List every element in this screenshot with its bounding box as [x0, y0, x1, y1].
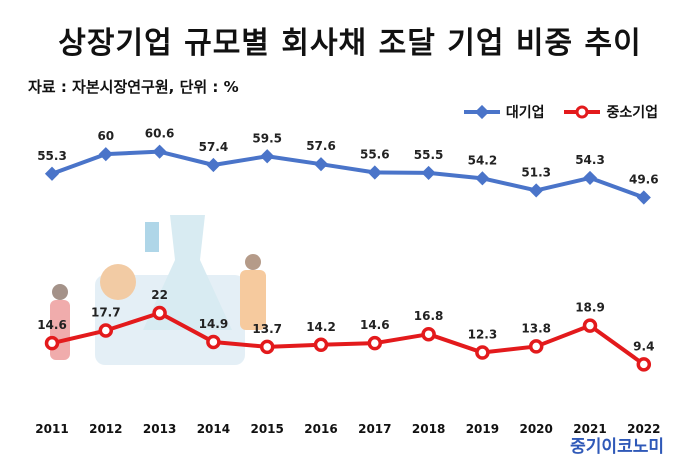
point-large-2017 [367, 165, 382, 180]
data-label-sme-2019: 12.3 [468, 328, 498, 342]
data-label-sme-2017: 14.6 [360, 318, 390, 332]
x-tick-2020: 2020 [519, 422, 552, 436]
point-sme-2012 [98, 323, 114, 338]
x-tick-2019: 2019 [466, 422, 499, 436]
data-label-large-2013: 60.6 [145, 127, 175, 141]
point-large-2014 [206, 157, 221, 173]
point-sme-2021 [582, 318, 598, 333]
data-label-sme-2011: 14.6 [37, 318, 67, 332]
data-label-sme-2021: 18.9 [575, 301, 605, 315]
brand-logo-text: 중기이코노미 [570, 437, 664, 457]
legend-marker-sme [564, 105, 601, 119]
x-tick-2013: 2013 [143, 422, 176, 436]
point-large-2019 [475, 171, 490, 186]
point-large-2018 [421, 165, 436, 180]
series-line-0 [51, 149, 645, 200]
x-tick-2015: 2015 [250, 422, 283, 436]
data-label-large-2022: 49.6 [629, 173, 659, 187]
point-sme-2017 [367, 335, 383, 351]
data-label-large-2019: 54.2 [468, 153, 498, 167]
point-large-2016 [313, 157, 329, 172]
data-label-sme-2016: 14.2 [306, 320, 336, 334]
data-label-large-2017: 55.6 [360, 148, 390, 162]
series-line-1 [51, 311, 645, 366]
x-tick-2018: 2018 [412, 422, 445, 436]
point-sme-2022 [636, 357, 652, 372]
point-sme-2016 [313, 337, 329, 353]
chart-title: 상장기업 규모별 회사채 조달 기업 비중 추이 [58, 26, 642, 61]
legend-item-large: 대기업 [462, 102, 545, 122]
data-label-sme-2015: 13.7 [252, 322, 282, 336]
point-sme-2019 [475, 345, 490, 360]
point-sme-2011 [44, 335, 60, 351]
point-sme-2018 [421, 326, 436, 342]
data-label-large-2018: 55.5 [414, 148, 444, 162]
data-label-large-2012: 60 [97, 129, 114, 143]
legend-item-sme: 중소기업 [562, 102, 658, 122]
data-label-sme-2018: 16.8 [414, 309, 444, 323]
point-large-2011 [44, 166, 60, 181]
data-label-sme-2013: 22 [151, 288, 168, 302]
legend: 대기업 중소기업 [462, 102, 658, 122]
data-label-large-2016: 57.6 [306, 139, 336, 153]
x-tick-2017: 2017 [358, 422, 391, 436]
data-label-large-2015: 59.5 [252, 131, 282, 145]
data-label-large-2021: 54.3 [575, 153, 605, 167]
x-tick-2012: 2012 [89, 422, 122, 436]
legend-marker-large [463, 105, 500, 119]
x-tick-2021: 2021 [573, 422, 606, 436]
point-large-2013 [152, 144, 167, 159]
x-tick-2014: 2014 [197, 422, 230, 436]
x-tick-2016: 2016 [304, 422, 337, 436]
point-large-2020 [529, 183, 544, 198]
data-label-sme-2014: 14.9 [199, 317, 229, 331]
data-label-large-2014: 57.4 [199, 140, 229, 154]
source-note: 자료 : 자본시장연구원, 단위 : % [28, 78, 239, 96]
data-label-sme-2012: 17.7 [91, 306, 121, 320]
x-tick-2022: 2022 [627, 422, 660, 436]
x-tick-2011: 2011 [35, 422, 68, 436]
data-label-sme-2020: 13.8 [521, 321, 551, 335]
point-large-2021 [582, 170, 598, 185]
point-sme-2020 [528, 339, 544, 354]
point-large-2015 [260, 149, 275, 164]
legend-label-large: 대기업 [505, 105, 545, 121]
data-label-sme-2022: 9.4 [633, 339, 654, 353]
point-sme-2015 [259, 339, 275, 355]
point-large-2022 [636, 190, 651, 205]
data-label-large-2011: 55.3 [37, 149, 67, 163]
point-sme-2013 [152, 305, 167, 321]
point-large-2012 [98, 147, 113, 162]
legend-label-sme: 중소기업 [606, 105, 658, 121]
point-sme-2014 [206, 334, 221, 350]
data-label-large-2020: 51.3 [521, 165, 551, 179]
